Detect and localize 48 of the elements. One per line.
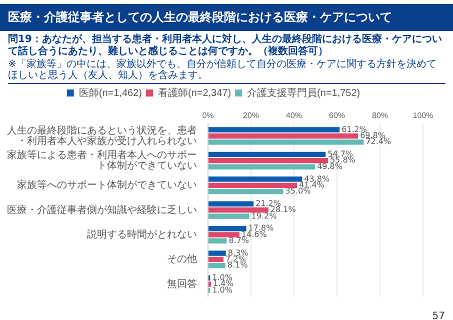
legend-label: 医師(n=1,462) <box>78 86 142 99</box>
data-label: 72.4% <box>366 137 392 146</box>
text: ※「家族等」の中には、家族以外でも、自分が信頼して自分の医療・ケアに関する方針を決めてほしいと思う人（友人、知人）を含みます。 <box>8 59 445 84</box>
data-label: 21.2% <box>256 198 282 208</box>
y-tick-label: 家族等による患者・利用者本人へのサポート体制ができていない <box>7 149 197 172</box>
bar <box>208 176 302 182</box>
bar <box>208 232 240 238</box>
bar <box>208 256 224 262</box>
bar <box>208 263 226 268</box>
x-tick-label: 40% <box>286 111 302 120</box>
y-tick-label: その他 <box>167 253 197 266</box>
bar <box>208 282 212 287</box>
legend-label: 看護師(n=2,347) <box>158 86 232 99</box>
bar <box>208 152 326 158</box>
bar <box>208 182 298 188</box>
data-label: 19.2% <box>251 211 278 220</box>
bar <box>208 226 246 232</box>
y-tick-label: 説明する時間がとれない <box>87 228 197 240</box>
y-tick-label: 家族等へのサポート体制ができていない <box>17 179 197 192</box>
y-tick-label: 人生の最終段階にあるという状況を、患者・利用者本人や家族が受け入れられない <box>7 124 197 147</box>
x-tick-label: 20% <box>242 111 260 120</box>
bar <box>208 250 226 256</box>
text: 57 <box>432 311 445 320</box>
x-tick-label: 0% <box>202 111 214 120</box>
bar <box>208 238 227 244</box>
data-label: 49.8% <box>317 162 343 171</box>
x-tick-label: 80% <box>372 111 388 120</box>
y-tick-label: 無回答 <box>167 278 197 290</box>
x-tick-label: 60% <box>328 111 346 120</box>
bar <box>208 164 316 170</box>
bar <box>208 201 254 206</box>
legend-label: 介護支援専門員(n=1,752) <box>247 86 360 99</box>
bar <box>208 188 284 194</box>
data-label: 8.7% <box>228 236 250 246</box>
data-label: 35.0% <box>285 186 312 196</box>
data-label: 1.0% <box>212 285 233 294</box>
bar <box>208 140 364 145</box>
data-label: 14.6% <box>241 230 268 239</box>
bar <box>208 133 358 139</box>
data-label: 8.1% <box>227 260 248 270</box>
y-tick-label: 医療・介護従事者側が知識や経験に乏しい <box>7 204 197 216</box>
x-tick-label: 100% <box>412 111 434 120</box>
bar <box>208 158 328 164</box>
bar <box>208 207 268 213</box>
bar <box>208 214 250 219</box>
chart-title: 医療・介護従事者としての人生の最終段階における医療・ケアについて <box>0 4 453 31</box>
bar <box>208 127 340 132</box>
chart-subtitle: 問19：あなたが、担当する患者・利用者本人に対し、人生の最終段階における医療・ケアについて話し合うにあたり、難しいと感じることは何ですか。（複数回答可） <box>7 32 443 58</box>
